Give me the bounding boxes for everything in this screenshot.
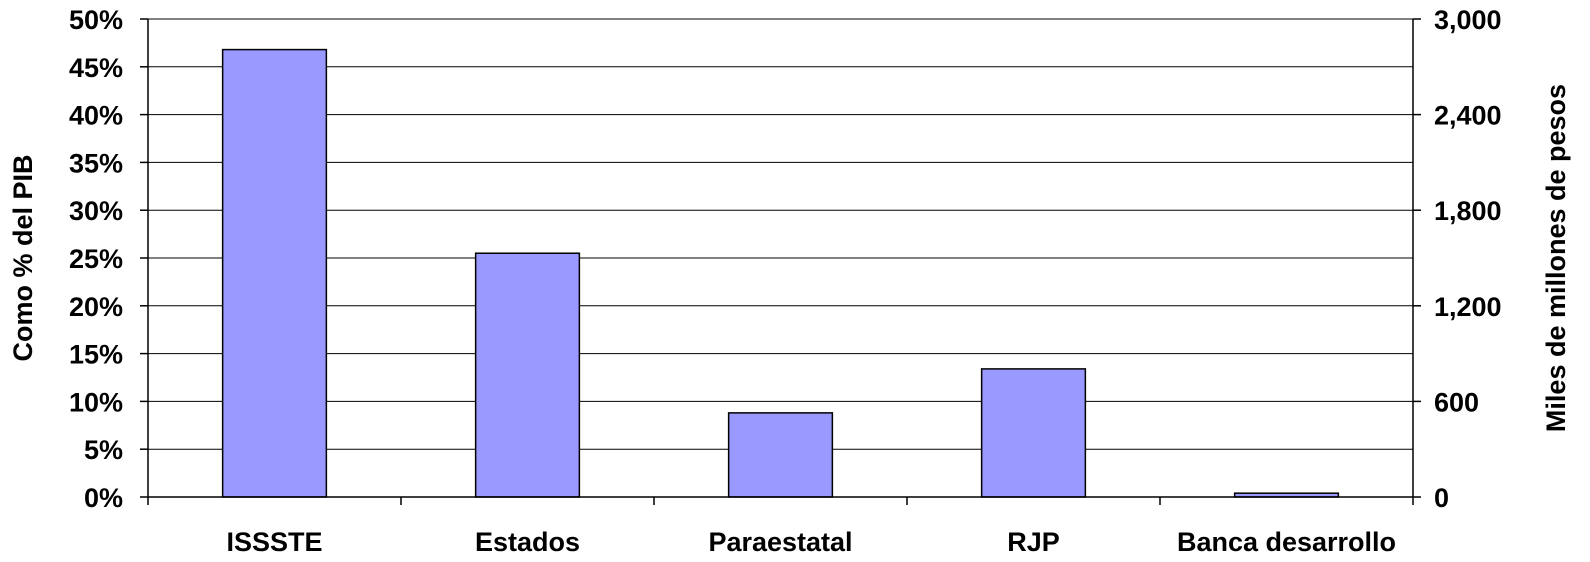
y2-tick-label: 0	[1434, 483, 1449, 513]
y-tick-label: 10%	[69, 387, 123, 417]
y2-tick-label: 600	[1434, 387, 1479, 417]
y-tick-label: 15%	[69, 340, 123, 370]
y2-axis-title: Miles de millones de pesos	[1541, 84, 1571, 432]
y-tick-label: 5%	[84, 435, 123, 465]
y2-tick-label: 1,200	[1434, 292, 1502, 322]
y-tick-label: 20%	[69, 292, 123, 322]
y-tick-label: 25%	[69, 244, 123, 274]
bars	[221, 48, 1340, 498]
x-category-label: RJP	[1007, 527, 1060, 557]
x-category-label: Banca desarrollo	[1177, 527, 1396, 557]
x-category-label: Estados	[475, 527, 580, 557]
y-tick-label: 40%	[69, 101, 123, 131]
y-tick-label: 45%	[69, 53, 123, 83]
y-tick-label: 35%	[69, 148, 123, 178]
y-tick-label: 50%	[69, 5, 123, 35]
bar-issste	[221, 48, 328, 498]
gridlines	[148, 18, 1413, 450]
bar-rjp	[980, 368, 1087, 498]
y2-tick-label: 3,000	[1434, 5, 1502, 35]
x-category-label: ISSSTE	[226, 527, 322, 557]
x-category-label: Paraestatal	[708, 527, 852, 557]
y2-tick-label: 1,800	[1434, 196, 1502, 226]
y2-tick-label: 2,400	[1434, 101, 1502, 131]
axes	[140, 18, 1421, 505]
labels: 0% 5% 10% 15% 20% 25% 30% 35% 40% 45% 50% 0 600 1,200…	[69, 5, 1502, 557]
y-axis-title: Como % del PIB	[8, 154, 38, 361]
y-tick-label: 0%	[84, 483, 123, 513]
bar-estados	[474, 252, 581, 498]
y-tick-label: 30%	[69, 196, 123, 226]
bar-paraestatal	[727, 412, 834, 498]
